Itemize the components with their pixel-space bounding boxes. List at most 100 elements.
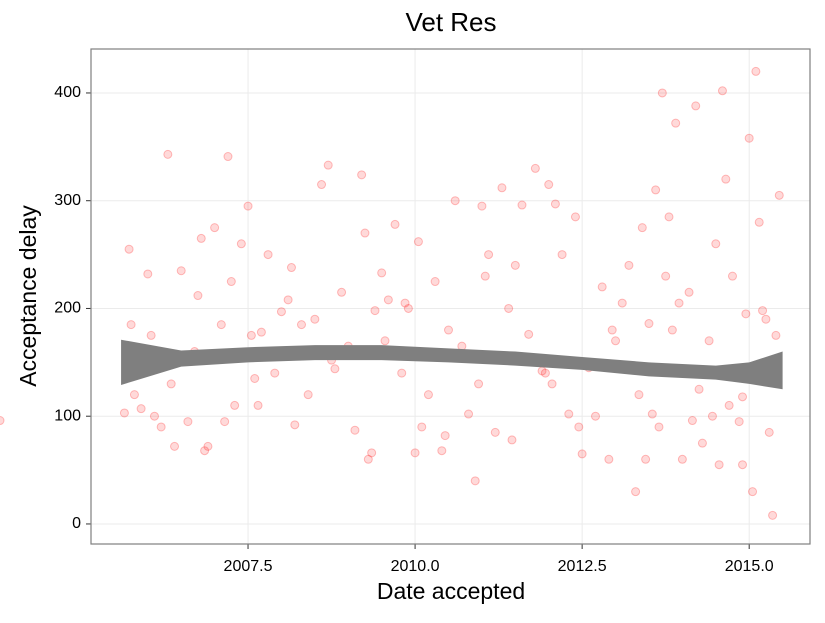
point — [383, 295, 393, 305]
point — [443, 325, 453, 335]
point — [290, 420, 300, 430]
point — [517, 200, 527, 210]
y-axis-title: Acceptance delay — [15, 205, 41, 387]
point — [717, 86, 727, 96]
point — [634, 390, 644, 400]
point — [390, 219, 400, 229]
point — [250, 373, 260, 383]
point — [317, 180, 327, 190]
point — [524, 329, 534, 339]
point — [694, 384, 704, 394]
point — [544, 180, 554, 190]
y-tick-label: 300 — [54, 192, 81, 209]
point — [711, 239, 721, 249]
point — [497, 183, 507, 193]
point — [557, 250, 567, 260]
point — [403, 303, 413, 313]
point — [337, 287, 347, 297]
point — [124, 244, 134, 254]
point — [350, 425, 360, 435]
point — [754, 217, 764, 227]
point — [400, 298, 410, 308]
point — [413, 237, 423, 247]
point — [223, 152, 233, 162]
point — [256, 327, 266, 337]
point — [163, 149, 173, 159]
x-axis-title: Date accepted — [377, 578, 525, 604]
point — [417, 422, 427, 432]
point — [129, 390, 139, 400]
point — [631, 487, 641, 497]
point — [246, 330, 256, 340]
point — [263, 250, 273, 260]
point — [564, 409, 574, 419]
point — [310, 314, 320, 324]
point — [641, 454, 651, 464]
point — [697, 438, 707, 448]
point — [751, 66, 761, 76]
y-tick-label: 400 — [54, 84, 81, 101]
point — [450, 196, 460, 206]
y-tick-label: 0 — [72, 515, 81, 532]
point — [748, 487, 758, 497]
point — [490, 427, 500, 437]
point — [721, 174, 731, 184]
point — [547, 379, 557, 389]
point — [149, 411, 159, 421]
point — [360, 228, 370, 238]
x-tick-label: 2015.0 — [725, 558, 774, 575]
point — [270, 368, 280, 378]
x-tick-label: 2012.5 — [558, 558, 607, 575]
point — [591, 411, 601, 421]
chart-title: Vet Res — [405, 7, 496, 37]
point — [286, 263, 296, 273]
point — [707, 411, 717, 421]
point — [691, 101, 701, 111]
point — [380, 336, 390, 346]
point — [768, 510, 778, 520]
point — [440, 431, 450, 441]
point — [146, 330, 156, 340]
point — [667, 325, 677, 335]
point — [597, 282, 607, 292]
point — [510, 260, 520, 270]
point — [330, 364, 340, 374]
point — [470, 476, 480, 486]
point — [166, 379, 176, 389]
point — [296, 320, 306, 330]
point — [624, 260, 634, 270]
point — [741, 309, 751, 319]
point — [230, 400, 240, 410]
point — [377, 268, 387, 278]
point — [170, 441, 180, 451]
point — [644, 319, 654, 329]
point — [283, 295, 293, 305]
point — [119, 408, 129, 418]
point — [410, 448, 420, 458]
point — [253, 400, 263, 410]
point — [758, 306, 768, 316]
point — [243, 201, 253, 211]
point — [437, 446, 447, 456]
point — [220, 417, 230, 427]
point — [771, 330, 781, 340]
point — [651, 185, 661, 195]
point — [577, 449, 587, 459]
point — [203, 441, 213, 451]
point — [200, 446, 210, 456]
point — [357, 170, 367, 180]
point — [687, 416, 697, 426]
point — [774, 190, 784, 200]
point — [550, 199, 560, 209]
panel-border — [90, 48, 811, 545]
point — [0, 416, 5, 426]
point — [397, 368, 407, 378]
point — [570, 212, 580, 222]
point — [480, 271, 490, 281]
point — [654, 422, 664, 432]
point — [477, 201, 487, 211]
point — [734, 417, 744, 427]
point — [674, 298, 684, 308]
x-tick-label: 2007.5 — [224, 558, 273, 575]
